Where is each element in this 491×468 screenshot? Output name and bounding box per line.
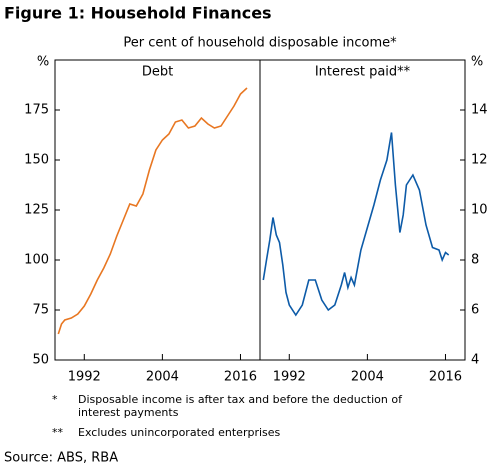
x-tick-label: 2016 [429, 370, 462, 385]
y-tick-label: 8 [471, 253, 479, 268]
series-line [262, 132, 450, 317]
y-tick-label: 6 [471, 303, 479, 318]
y-tick-label: 4 [471, 353, 479, 368]
note-text: Excludes unincorporated enterprises [78, 426, 281, 439]
note-mark: * [52, 393, 58, 406]
y-tick-label: 14 [471, 103, 488, 118]
panel-title: Interest paid** [315, 65, 411, 80]
x-tick-label: 1992 [68, 370, 101, 385]
y-tick-label: 75 [32, 303, 49, 318]
source: Source: ABS, RBA [4, 451, 118, 466]
series-line [57, 87, 248, 335]
note-text: Disposable income is after tax and befor… [78, 393, 403, 419]
x-tick-label: 2004 [351, 370, 384, 385]
y-tick-label: 12 [471, 153, 488, 168]
y-tick-label: 10 [471, 203, 488, 218]
figure-title: Figure 1: Household Finances [4, 4, 272, 23]
y-unit: % [37, 55, 49, 70]
y-tick-label: 175 [24, 103, 49, 118]
y-tick-label: 125 [24, 203, 49, 218]
y-tick-label: 150 [24, 153, 49, 168]
y-tick-label: 100 [24, 253, 49, 268]
note-mark: ** [52, 426, 64, 439]
panel-title: Debt [142, 65, 173, 80]
y-unit: % [471, 55, 483, 70]
y-tick-label: 50 [32, 353, 49, 368]
x-tick-label: 1992 [273, 370, 306, 385]
subtitle: Per cent of household disposable income* [123, 36, 397, 51]
x-tick-label: 2016 [224, 370, 257, 385]
x-tick-label: 2004 [146, 370, 179, 385]
